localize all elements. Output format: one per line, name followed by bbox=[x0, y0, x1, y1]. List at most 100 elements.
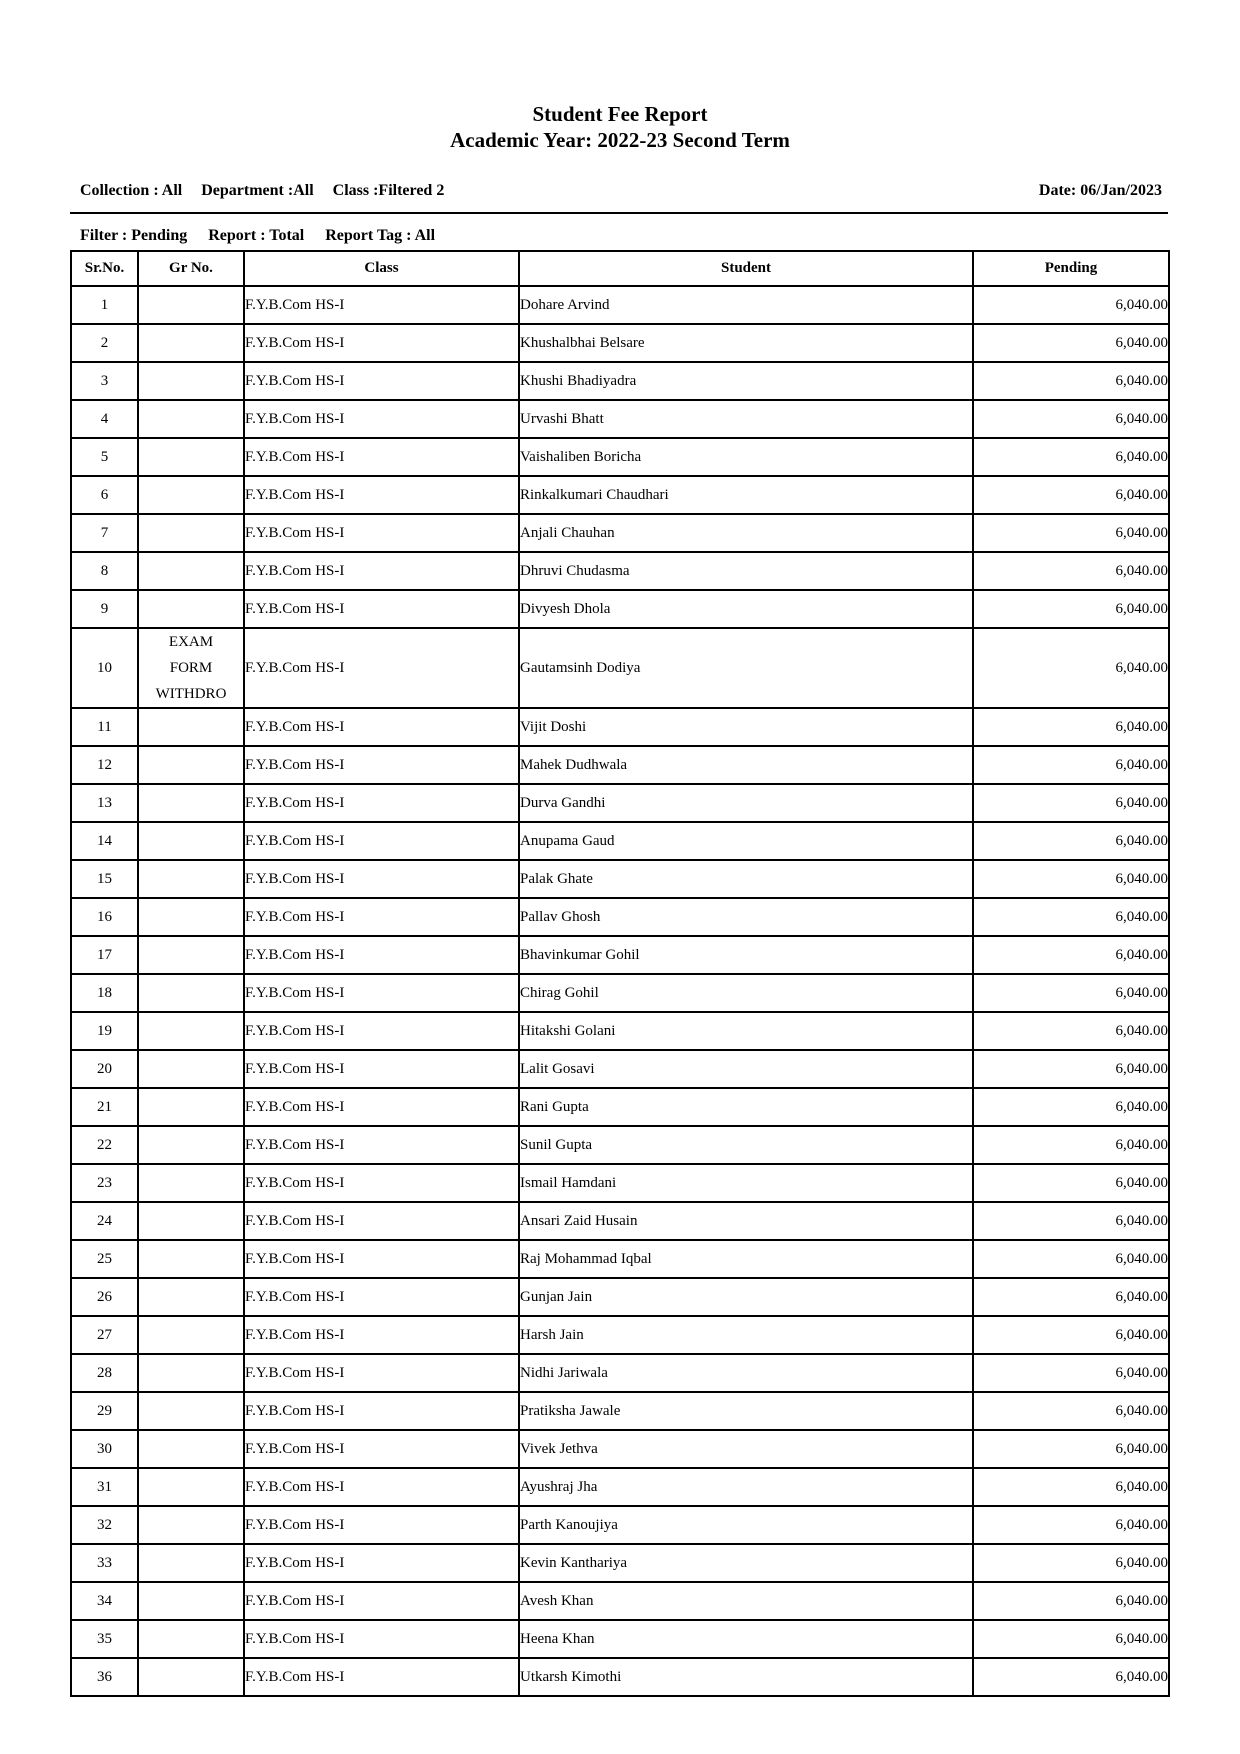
class-cell: F.Y.B.Com HS-I bbox=[243, 1011, 520, 1051]
class-cell: F.Y.B.Com HS-I bbox=[243, 1467, 520, 1507]
pending-cell: 6,040.00 bbox=[972, 859, 1170, 899]
class-value: Class :Filtered 2 bbox=[332, 182, 445, 199]
table-row: 36 F.Y.B.Com HS-I Utkarsh Kimothi 6,040.00 bbox=[70, 1657, 1170, 1697]
table-row: 17 F.Y.B.Com HS-I Bhavinkumar Gohil 6,040.0… bbox=[70, 935, 1170, 975]
sr-no-cell: 16 bbox=[70, 897, 139, 937]
pending-cell: 6,040.00 bbox=[972, 513, 1170, 553]
table-row: 13 F.Y.B.Com HS-I Durva Gandhi 6,040.00 bbox=[70, 783, 1170, 823]
gr-no-cell bbox=[137, 1315, 245, 1355]
gr-no-cell bbox=[137, 589, 245, 629]
pending-cell: 6,040.00 bbox=[972, 1657, 1170, 1697]
gr-no-cell bbox=[137, 1201, 245, 1241]
sr-no-cell: 19 bbox=[70, 1011, 139, 1051]
gr-no-cell bbox=[137, 745, 245, 785]
student-cell: Vijit Doshi bbox=[518, 707, 974, 747]
pending-cell: 6,040.00 bbox=[972, 627, 1170, 709]
pending-cell: 6,040.00 bbox=[972, 1163, 1170, 1203]
pending-cell: 6,040.00 bbox=[972, 1543, 1170, 1583]
sr-no-cell: 33 bbox=[70, 1543, 139, 1583]
pending-cell: 6,040.00 bbox=[972, 1391, 1170, 1431]
sr-no-cell: 2 bbox=[70, 323, 139, 363]
gr-no-cell bbox=[137, 361, 245, 401]
student-cell: Ismail Hamdani bbox=[518, 1163, 974, 1203]
student-cell: Rani Gupta bbox=[518, 1087, 974, 1127]
sr-no-cell: 14 bbox=[70, 821, 139, 861]
table-row: 8 F.Y.B.Com HS-I Dhruvi Chudasma 6,040.00 bbox=[70, 551, 1170, 591]
pending-cell: 6,040.00 bbox=[972, 1201, 1170, 1241]
pending-cell: 6,040.00 bbox=[972, 437, 1170, 477]
department-value: Department :All bbox=[201, 182, 314, 199]
pending-cell: 6,040.00 bbox=[972, 589, 1170, 629]
class-cell: F.Y.B.Com HS-I bbox=[243, 859, 520, 899]
gr-no-cell bbox=[137, 1087, 245, 1127]
student-cell: Raj Mohammad Iqbal bbox=[518, 1239, 974, 1279]
title-block: Student Fee Report Academic Year: 2022-2… bbox=[0, 101, 1240, 153]
separator-line bbox=[70, 212, 1168, 214]
student-cell: Khushi Bhadiyadra bbox=[518, 361, 974, 401]
sr-no-cell: 6 bbox=[70, 475, 139, 515]
table-row: 15 F.Y.B.Com HS-I Palak Ghate 6,040.00 bbox=[70, 859, 1170, 899]
student-cell: Dohare Arvind bbox=[518, 285, 974, 325]
class-cell: F.Y.B.Com HS-I bbox=[243, 1277, 520, 1317]
gr-no-cell bbox=[137, 859, 245, 899]
pending-cell: 6,040.00 bbox=[972, 783, 1170, 823]
pending-cell: 6,040.00 bbox=[972, 1353, 1170, 1393]
student-cell: Nidhi Jariwala bbox=[518, 1353, 974, 1393]
class-cell: F.Y.B.Com HS-I bbox=[243, 1429, 520, 1469]
sr-no-cell: 25 bbox=[70, 1239, 139, 1279]
student-cell: Pallav Ghosh bbox=[518, 897, 974, 937]
class-cell: F.Y.B.Com HS-I bbox=[243, 1505, 520, 1545]
class-cell: F.Y.B.Com HS-I bbox=[243, 513, 520, 553]
table-row: 2 F.Y.B.Com HS-I Khushalbhai Belsare 6,040.… bbox=[70, 323, 1170, 363]
pending-cell: 6,040.00 bbox=[972, 1011, 1170, 1051]
table-row: 21 F.Y.B.Com HS-I Rani Gupta 6,040.00 bbox=[70, 1087, 1170, 1127]
col-header-pending: Pending bbox=[972, 250, 1170, 287]
gr-no-cell bbox=[137, 323, 245, 363]
pending-cell: 6,040.00 bbox=[972, 1467, 1170, 1507]
table-row: 24 F.Y.B.Com HS-I Ansari Zaid Husain 6,040.… bbox=[70, 1201, 1170, 1241]
sr-no-cell: 17 bbox=[70, 935, 139, 975]
sr-no-cell: 5 bbox=[70, 437, 139, 477]
gr-no-cell bbox=[137, 707, 245, 747]
class-cell: F.Y.B.Com HS-I bbox=[243, 783, 520, 823]
class-cell: F.Y.B.Com HS-I bbox=[243, 1543, 520, 1583]
class-cell: F.Y.B.Com HS-I bbox=[243, 1657, 520, 1697]
class-cell: F.Y.B.Com HS-I bbox=[243, 437, 520, 477]
gr-no-cell bbox=[137, 437, 245, 477]
col-header-class: Class bbox=[243, 250, 520, 287]
gr-no-cell bbox=[137, 1467, 245, 1507]
fee-table: Sr.No. Gr No. Class Student Pending 1 F.Y… bbox=[70, 250, 1170, 1697]
student-cell: Chirag Gohil bbox=[518, 973, 974, 1013]
sr-no-cell: 32 bbox=[70, 1505, 139, 1545]
student-cell: Ayushraj Jha bbox=[518, 1467, 974, 1507]
class-cell: F.Y.B.Com HS-I bbox=[243, 551, 520, 591]
pending-cell: 6,040.00 bbox=[972, 935, 1170, 975]
student-cell: Rinkalkumari Chaudhari bbox=[518, 475, 974, 515]
pending-cell: 6,040.00 bbox=[972, 361, 1170, 401]
sr-no-cell: 26 bbox=[70, 1277, 139, 1317]
pending-cell: 6,040.00 bbox=[972, 1277, 1170, 1317]
pending-cell: 6,040.00 bbox=[972, 897, 1170, 937]
class-cell: F.Y.B.Com HS-I bbox=[243, 285, 520, 325]
sr-no-cell: 9 bbox=[70, 589, 139, 629]
pending-cell: 6,040.00 bbox=[972, 475, 1170, 515]
pending-cell: 6,040.00 bbox=[972, 821, 1170, 861]
sr-no-cell: 36 bbox=[70, 1657, 139, 1697]
sr-no-cell: 8 bbox=[70, 551, 139, 591]
class-cell: F.Y.B.Com HS-I bbox=[243, 475, 520, 515]
pending-cell: 6,040.00 bbox=[972, 1505, 1170, 1545]
pending-cell: 6,040.00 bbox=[972, 1581, 1170, 1621]
table-row: 30 F.Y.B.Com HS-I Vivek Jethva 6,040.00 bbox=[70, 1429, 1170, 1469]
gr-no-cell bbox=[137, 1239, 245, 1279]
gr-no-cell bbox=[137, 935, 245, 975]
pending-cell: 6,040.00 bbox=[972, 551, 1170, 591]
class-cell: F.Y.B.Com HS-I bbox=[243, 399, 520, 439]
page-title: Student Fee Report bbox=[532, 102, 708, 126]
sr-no-cell: 12 bbox=[70, 745, 139, 785]
gr-no-cell bbox=[137, 1277, 245, 1317]
sr-no-cell: 34 bbox=[70, 1581, 139, 1621]
student-cell: Palak Ghate bbox=[518, 859, 974, 899]
sr-no-cell: 4 bbox=[70, 399, 139, 439]
pending-cell: 6,040.00 bbox=[972, 745, 1170, 785]
